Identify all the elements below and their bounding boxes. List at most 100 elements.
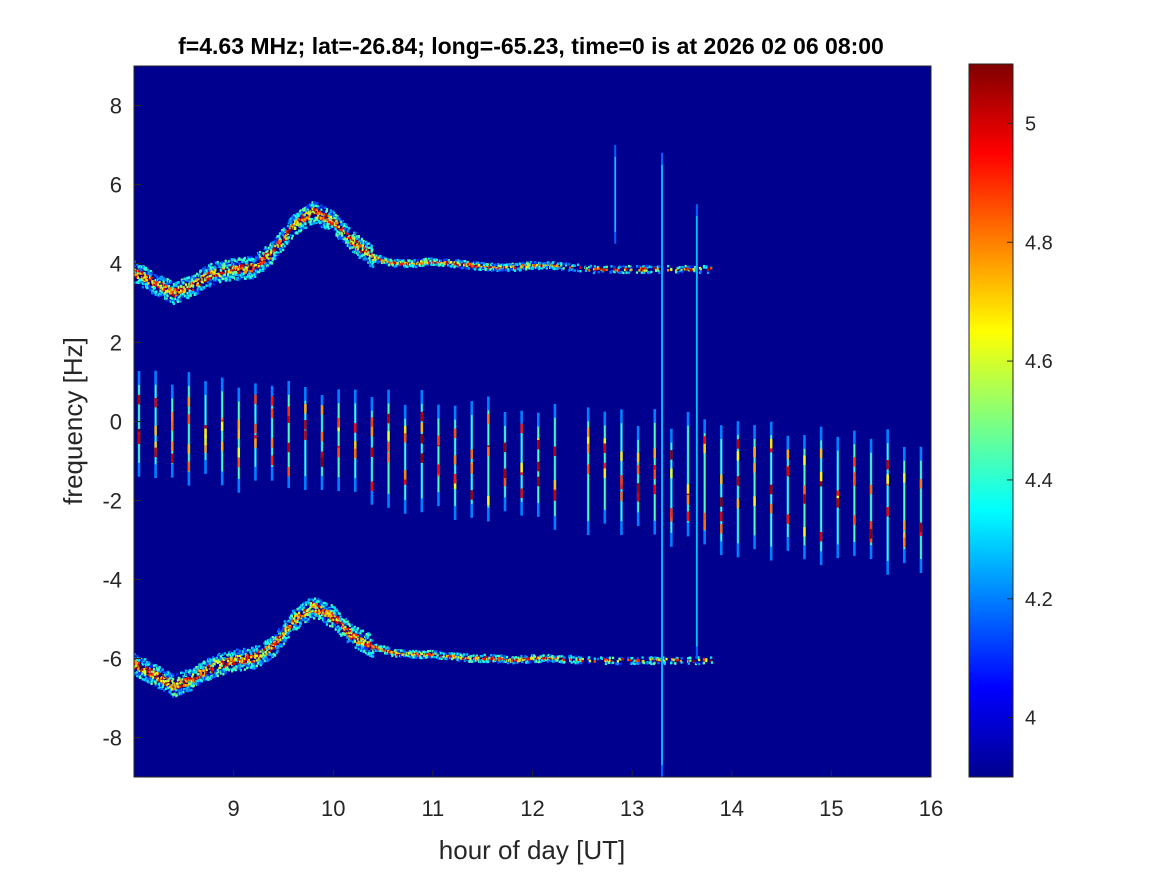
trace-point <box>307 212 310 216</box>
trace-point <box>677 271 680 275</box>
trace-point <box>237 268 240 271</box>
trace-point <box>214 670 217 673</box>
trace-point <box>136 674 139 678</box>
trace-point <box>286 623 289 627</box>
trace-point <box>362 643 365 647</box>
trace-point <box>356 237 359 241</box>
trace-point <box>531 266 534 269</box>
trace-point <box>351 639 354 642</box>
trace-point <box>375 259 378 262</box>
trace-point <box>167 282 170 286</box>
trace-point <box>325 209 329 213</box>
trace-point <box>271 258 274 262</box>
trace-point <box>486 263 490 266</box>
trace-point <box>207 664 211 667</box>
trace-point <box>324 219 327 222</box>
trace-point <box>593 660 596 663</box>
trace-point <box>270 262 274 265</box>
trace-point <box>241 657 244 660</box>
colorbar-tick-label: 4.4 <box>1025 470 1053 492</box>
trace-point <box>297 607 300 611</box>
trace-point <box>352 633 356 637</box>
trace-point <box>400 262 403 265</box>
trace-point <box>201 669 204 672</box>
trace-point <box>185 687 188 690</box>
trace-point <box>154 670 157 674</box>
trace-point <box>310 598 313 601</box>
trace-point <box>163 285 166 288</box>
trace-point <box>152 667 156 671</box>
trace-point <box>335 219 338 223</box>
trace-point <box>219 274 222 278</box>
trace-point <box>320 208 323 211</box>
trace-point <box>233 650 236 653</box>
trace-point <box>528 267 531 270</box>
trace-point <box>162 683 165 686</box>
trace-point <box>290 613 294 616</box>
trace-point <box>297 221 300 224</box>
trace-point <box>325 623 329 626</box>
trace-point <box>466 653 469 656</box>
trace-point <box>325 208 329 211</box>
trace-point <box>369 642 372 645</box>
trace-point <box>232 657 235 660</box>
trace-point <box>174 292 177 295</box>
trace-point <box>643 265 646 268</box>
trace-point <box>212 282 215 286</box>
trace-point <box>616 660 619 663</box>
trace-point <box>259 663 262 667</box>
trace-point <box>648 656 651 660</box>
trace-point <box>251 655 254 658</box>
trace-point <box>680 269 683 272</box>
trace-point <box>556 267 559 271</box>
trace-point <box>372 265 375 268</box>
trace-point <box>677 266 680 270</box>
trace-point <box>576 662 580 665</box>
trace-point <box>663 660 666 663</box>
trace-point <box>289 629 292 633</box>
trace-point <box>364 639 367 642</box>
trace-point <box>138 272 141 275</box>
trace-point <box>237 272 240 275</box>
trace-point <box>322 605 325 608</box>
trace-point <box>316 202 319 205</box>
trace-point <box>134 659 137 663</box>
trace-point <box>372 652 375 656</box>
trace-point <box>250 660 254 663</box>
trace-point <box>286 625 290 628</box>
trace-point <box>241 266 244 270</box>
trace-point <box>623 267 627 270</box>
trace-point <box>251 263 254 267</box>
trace-point <box>297 212 300 216</box>
trace-point <box>232 662 235 665</box>
trace-point <box>275 251 278 254</box>
trace-point <box>200 663 203 666</box>
trace-point <box>360 239 363 243</box>
trace-point <box>495 263 498 266</box>
trace-point <box>415 649 418 653</box>
trace-point <box>229 265 232 269</box>
trace-point <box>180 671 183 675</box>
trace-point <box>267 644 270 647</box>
trace-point <box>263 656 266 660</box>
trace-point <box>208 662 211 665</box>
trace-point <box>506 661 509 665</box>
trace-point <box>529 262 532 266</box>
trace-point <box>549 655 552 658</box>
trace-point <box>290 617 293 620</box>
trace-point <box>532 657 535 661</box>
trace-point <box>228 279 231 282</box>
trace-point <box>356 627 360 630</box>
trace-point <box>156 678 159 682</box>
trace-point <box>435 263 438 266</box>
trace-point <box>207 268 210 271</box>
trace-point <box>178 677 181 680</box>
trace-point <box>344 627 347 630</box>
trace-point <box>152 664 156 667</box>
trace-point <box>350 240 353 244</box>
trace-point <box>349 636 352 639</box>
trace-point <box>134 263 137 267</box>
colorbar-tick-label: 4 <box>1025 708 1036 730</box>
trace-point <box>166 294 169 298</box>
trace-point <box>360 649 363 653</box>
